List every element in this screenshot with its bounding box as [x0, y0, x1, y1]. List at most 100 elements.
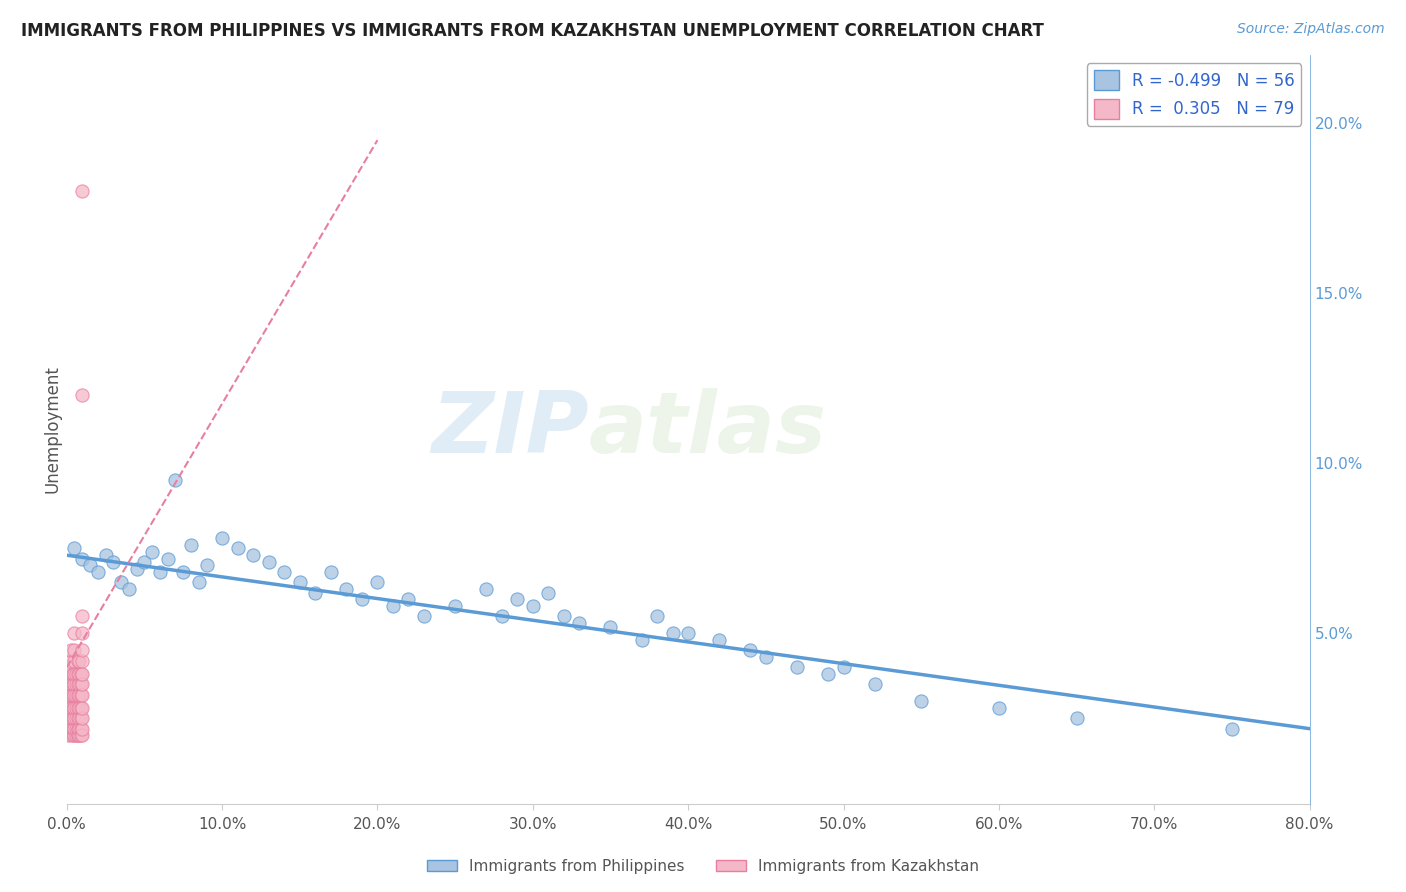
Point: [69, 677, 91, 691]
Text: Source: ZipAtlas.com: Source: ZipAtlas.com: [1237, 22, 1385, 37]
Point: [66, 667, 89, 681]
Point: [661, 626, 683, 640]
Point: [70, 688, 93, 702]
Point: [156, 551, 179, 566]
Point: [65, 701, 87, 715]
Point: [187, 575, 209, 590]
Point: [63, 711, 86, 725]
Point: [491, 609, 513, 624]
Point: [70, 388, 93, 402]
Point: [60, 701, 83, 715]
Point: [60, 677, 83, 691]
Point: [67, 667, 90, 681]
Point: [211, 531, 233, 545]
Point: [59, 722, 82, 736]
Point: [149, 565, 172, 579]
Point: [335, 582, 357, 597]
Point: [70, 184, 93, 198]
Point: [63, 541, 86, 556]
Point: [62, 729, 84, 743]
Point: [69, 729, 91, 743]
Point: [65, 688, 87, 702]
Point: [65, 711, 87, 725]
Point: [67, 701, 90, 715]
Point: [69, 667, 91, 681]
Point: [60, 667, 83, 681]
Point: [69, 711, 91, 725]
Point: [63, 643, 86, 657]
Point: [66, 729, 89, 743]
Point: [65, 722, 87, 736]
Point: [66, 722, 89, 736]
Point: [740, 643, 762, 657]
Point: [70, 729, 93, 743]
Point: [63, 667, 86, 681]
Point: [63, 722, 86, 736]
Point: [60, 722, 83, 736]
Point: [70, 654, 93, 668]
Point: [66, 654, 89, 668]
Point: [257, 555, 280, 569]
Point: [65, 729, 87, 743]
Point: [79, 558, 101, 573]
Point: [863, 677, 886, 691]
Point: [832, 660, 855, 674]
Point: [987, 701, 1010, 715]
Point: [172, 565, 194, 579]
Point: [87, 565, 110, 579]
Y-axis label: Unemployment: Unemployment: [44, 366, 60, 493]
Point: [63, 677, 86, 691]
Point: [242, 548, 264, 562]
Point: [66, 722, 89, 736]
Point: [65, 667, 87, 681]
Point: [103, 555, 125, 569]
Point: [62, 677, 84, 691]
Point: [62, 722, 84, 736]
Point: [70, 643, 93, 657]
Point: [67, 654, 90, 668]
Point: [381, 599, 404, 614]
Point: [59, 688, 82, 702]
Point: [70, 551, 93, 566]
Point: [817, 667, 839, 681]
Legend: R = -0.499   N = 56, R =  0.305   N = 79: R = -0.499 N = 56, R = 0.305 N = 79: [1087, 63, 1302, 126]
Point: [67, 688, 90, 702]
Point: [60, 711, 83, 725]
Point: [70, 701, 93, 715]
Text: ZIP: ZIP: [432, 388, 589, 471]
Point: [599, 619, 621, 633]
Point: [165, 474, 187, 488]
Point: [58, 729, 80, 743]
Point: [125, 562, 148, 576]
Point: [70, 667, 93, 681]
Point: [67, 729, 90, 743]
Point: [69, 701, 91, 715]
Point: [58, 711, 80, 725]
Point: [70, 722, 93, 736]
Legend: Immigrants from Philippines, Immigrants from Kazakhstan: Immigrants from Philippines, Immigrants …: [420, 853, 986, 880]
Point: [413, 609, 436, 624]
Point: [69, 722, 91, 736]
Point: [134, 555, 156, 569]
Point: [195, 558, 218, 573]
Point: [70, 677, 93, 691]
Point: [70, 711, 93, 725]
Point: [568, 616, 591, 631]
Point: [94, 548, 117, 562]
Point: [66, 677, 89, 691]
Point: [62, 688, 84, 702]
Point: [60, 688, 83, 702]
Point: [67, 677, 90, 691]
Point: [475, 582, 498, 597]
Point: [62, 701, 84, 715]
Point: [70, 609, 93, 624]
Point: [141, 545, 163, 559]
Point: [60, 729, 83, 743]
Point: [630, 633, 652, 648]
Point: [60, 643, 83, 657]
Point: [180, 538, 202, 552]
Point: [709, 633, 731, 648]
Point: [910, 694, 932, 708]
Point: [66, 701, 89, 715]
Point: [62, 711, 84, 725]
